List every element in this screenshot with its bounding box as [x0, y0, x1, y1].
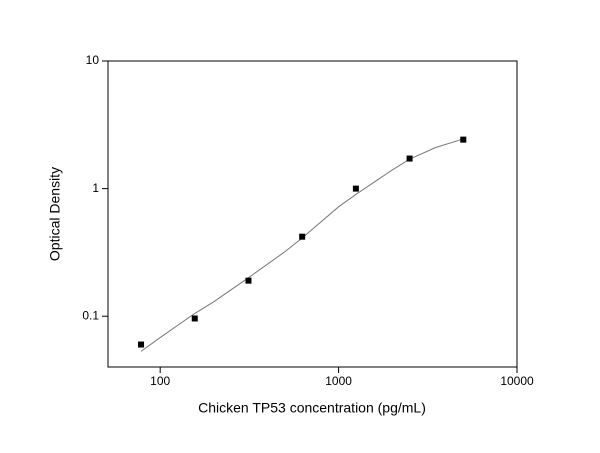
data-point	[138, 341, 145, 348]
data-point	[406, 155, 413, 162]
x-axis-label: Chicken TP53 concentration (pg/mL)	[198, 400, 426, 416]
data-point	[245, 277, 252, 284]
plot-frame	[107, 60, 518, 368]
x-tick-label: 1000	[325, 374, 352, 388]
y-tick-label: 10	[86, 53, 100, 67]
x-tick-label: 10000	[500, 374, 534, 388]
fit-curve	[140, 138, 464, 352]
data-point	[299, 233, 306, 240]
x-tick-label: 100	[150, 374, 170, 388]
data-point	[352, 185, 359, 192]
data-point	[460, 136, 467, 143]
y-tick-label: 1	[92, 181, 99, 195]
data-point	[191, 315, 198, 322]
y-axis-label: Optical Density	[47, 167, 63, 261]
y-tick-label: 0.1	[82, 308, 99, 322]
